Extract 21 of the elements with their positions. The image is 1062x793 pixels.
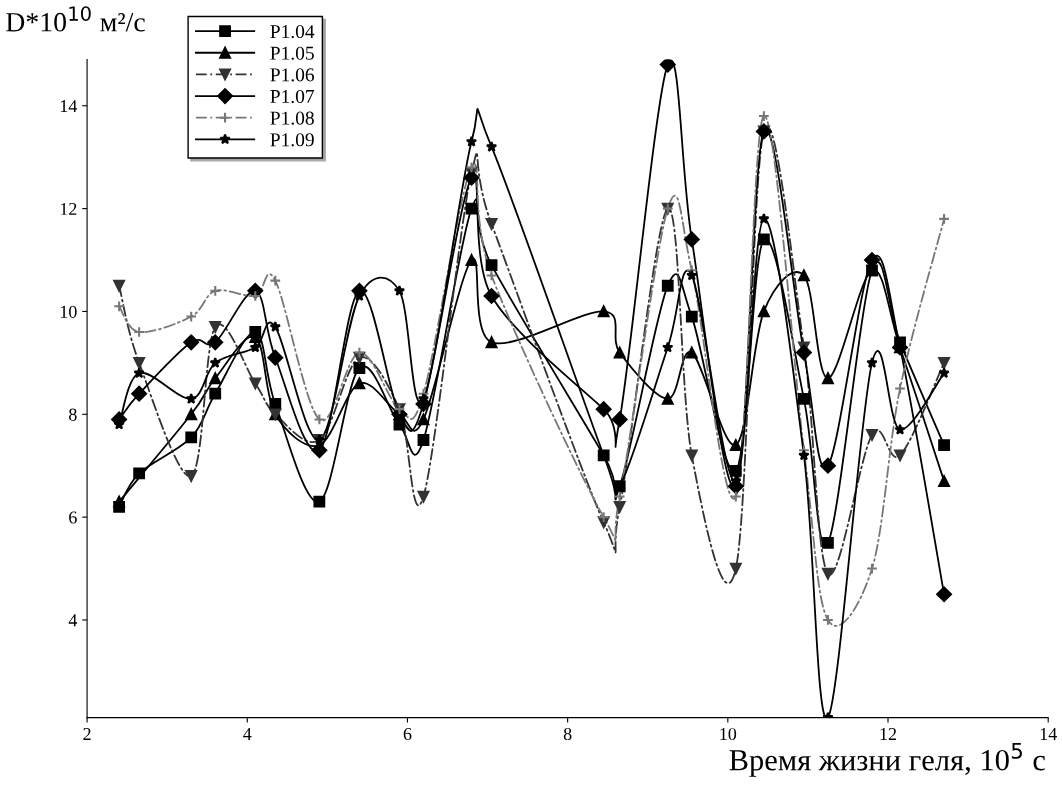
legend-label: P1.07 [270, 89, 315, 104]
x-tick-label: 4 [243, 728, 252, 740]
legend-label: P1.08 [270, 111, 314, 125]
x-tick-label: 2 [83, 727, 91, 740]
x-tick-label: 14 [1040, 728, 1057, 740]
y-tick-label: 14 [60, 100, 78, 113]
legend-label: P1.09 [270, 133, 314, 147]
legend-label: P1.05 [270, 46, 314, 60]
legend-label: P1.06 [270, 68, 315, 82]
y-tick-label: 4 [68, 614, 78, 627]
y-tick-label: 8 [69, 408, 77, 421]
x-tick-label: 12 [880, 727, 897, 740]
y-axis-title: D*10$^{10}$ м²/с [6, 6, 145, 32]
x-axis-title: Время жизни геля, 10$^{5}$ с [729, 742, 1045, 777]
x-tick-label: 6 [403, 727, 412, 741]
x-tick-label: 8 [563, 727, 572, 741]
y-tick-label: 12 [60, 202, 77, 215]
y-tick-label: 6 [69, 511, 77, 524]
legend-label: P1.04 [270, 25, 315, 39]
y-tick-label: 10 [60, 305, 77, 318]
x-tick-label: 10 [720, 727, 737, 741]
